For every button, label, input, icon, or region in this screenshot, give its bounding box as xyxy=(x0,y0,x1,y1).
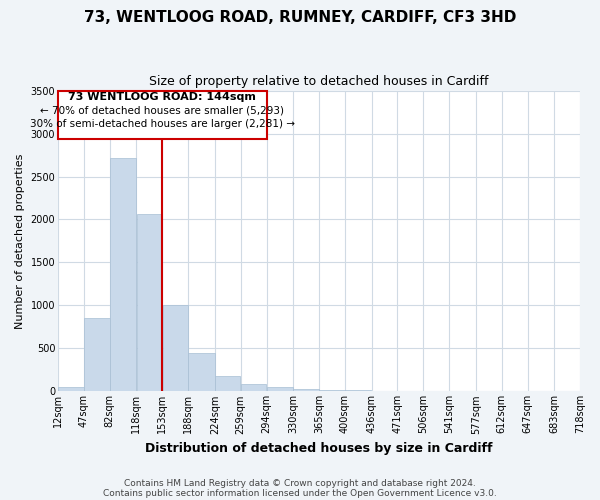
X-axis label: Distribution of detached houses by size in Cardiff: Distribution of detached houses by size … xyxy=(145,442,493,455)
Bar xyxy=(163,304,188,392)
Text: 73 WENTLOOG ROAD: 144sqm: 73 WENTLOOG ROAD: 144sqm xyxy=(68,92,256,102)
Text: 73, WENTLOOG ROAD, RUMNEY, CARDIFF, CF3 3HD: 73, WENTLOOG ROAD, RUMNEY, CARDIFF, CF3 … xyxy=(84,10,516,25)
Bar xyxy=(84,318,110,392)
Y-axis label: Number of detached properties: Number of detached properties xyxy=(15,154,25,328)
Bar xyxy=(215,376,241,392)
Bar xyxy=(58,387,84,392)
FancyBboxPatch shape xyxy=(58,92,266,138)
Bar xyxy=(241,384,266,392)
Bar xyxy=(188,352,215,392)
Bar xyxy=(267,387,293,392)
Text: Contains HM Land Registry data © Crown copyright and database right 2024.: Contains HM Land Registry data © Crown c… xyxy=(124,478,476,488)
Bar xyxy=(398,390,423,392)
Bar xyxy=(137,214,162,392)
Text: 30% of semi-detached houses are larger (2,281) →: 30% of semi-detached houses are larger (… xyxy=(30,119,295,129)
Title: Size of property relative to detached houses in Cardiff: Size of property relative to detached ho… xyxy=(149,75,489,88)
Bar xyxy=(372,390,397,392)
Text: Contains public sector information licensed under the Open Government Licence v3: Contains public sector information licen… xyxy=(103,488,497,498)
Bar xyxy=(424,390,449,392)
Bar xyxy=(110,158,136,392)
Bar xyxy=(293,389,319,392)
Text: ← 70% of detached houses are smaller (5,293): ← 70% of detached houses are smaller (5,… xyxy=(40,106,284,116)
Bar xyxy=(319,390,345,392)
Bar xyxy=(345,390,371,392)
